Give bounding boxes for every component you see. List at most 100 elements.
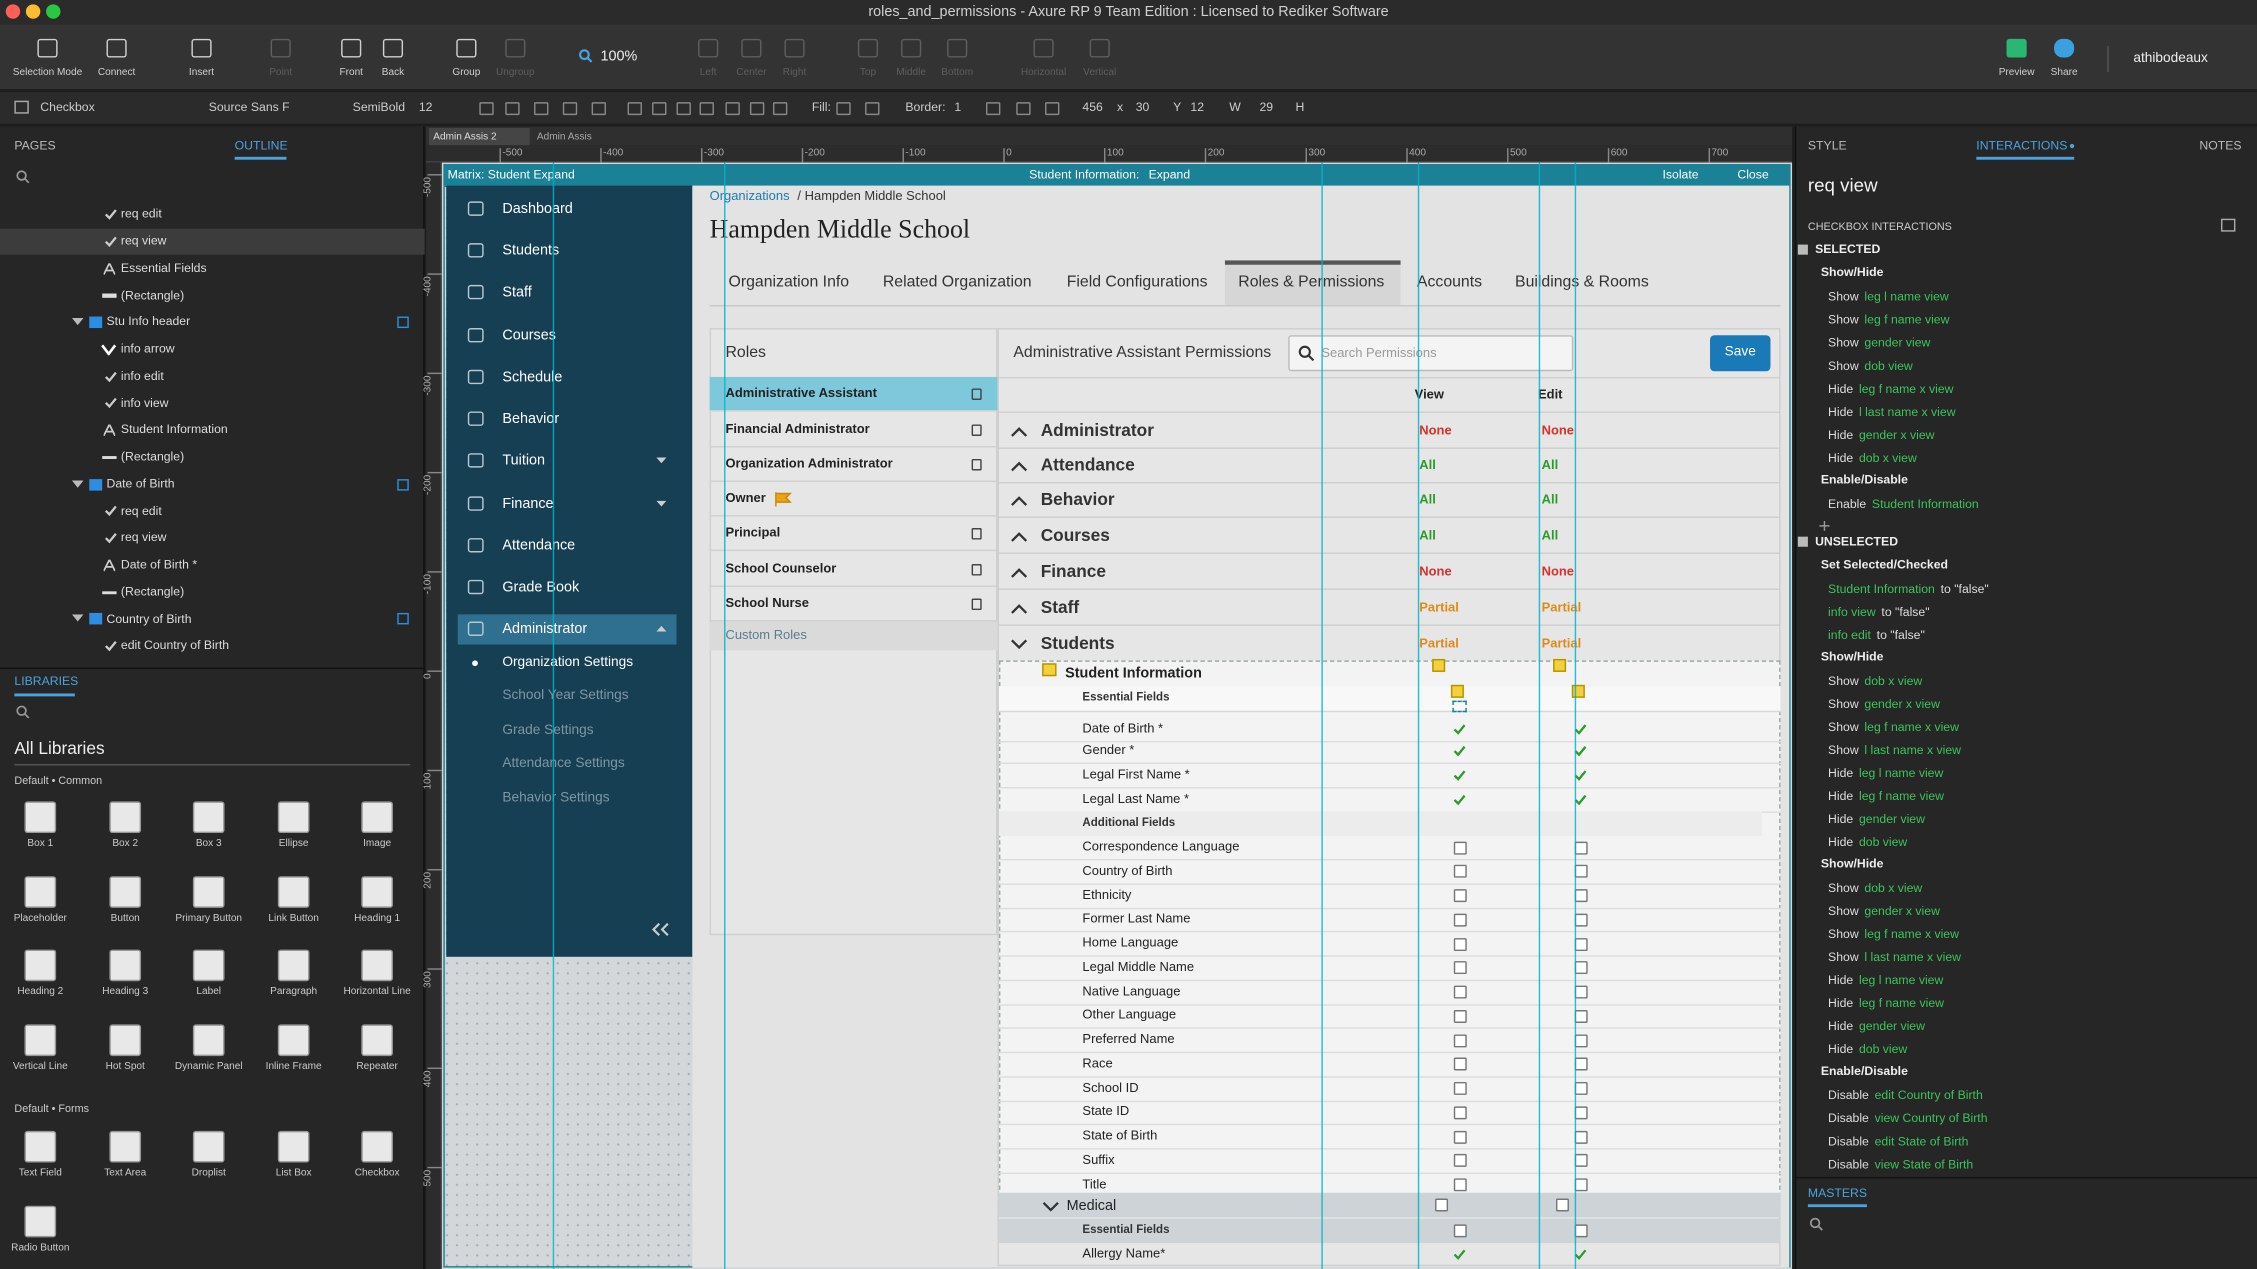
interaction-action[interactable]: Show gender x view [1828,695,1946,712]
widget-item[interactable]: Hot Spot [105,1061,145,1072]
outline-item[interactable]: req view [120,233,167,248]
interaction-action[interactable]: Show l last name x view [1828,948,1967,965]
interaction-action[interactable]: Hide gender view [1828,1017,1931,1034]
outline-item[interactable]: info edit [120,368,164,383]
widget-item[interactable]: Checkbox [354,1168,400,1179]
action-title[interactable]: Show/Hide [1820,649,1884,664]
page-tab[interactable]: Admin Assis [536,132,592,143]
widget-item[interactable]: Placeholder [13,913,67,924]
role-item[interactable]: School Nurse [725,595,809,611]
outline-item[interactable]: req view [120,530,167,545]
interaction-action[interactable]: Show leg l name view [1828,288,1954,305]
nav-item[interactable]: Attendance [502,537,576,554]
widget-item[interactable]: Horizontal Line [343,987,411,998]
interaction-action[interactable]: Show l last name x view [1828,741,1967,758]
widget-item[interactable]: Image [363,839,392,850]
format-field[interactable]: SemiBold [352,99,406,115]
widget-item[interactable]: Ellipse [278,839,309,850]
format-field[interactable]: 30 [1135,99,1150,115]
widget-item[interactable]: Box 3 [195,839,222,850]
module-name[interactable]: Finance [1040,561,1106,582]
breadcrumb-link[interactable]: Organizations [709,187,790,203]
nav-item[interactable]: Tuition [502,452,546,469]
custom-roles[interactable]: Custom Roles [725,627,807,642]
module-name[interactable]: Students [1040,633,1115,654]
interaction-action[interactable]: Show leg f name x view [1828,925,1965,942]
interaction-action[interactable]: Hide leg l name view [1828,971,1949,988]
outline-item[interactable]: info view [120,395,169,410]
widget-item[interactable]: Vertical Line [12,1061,68,1072]
interaction-action[interactable]: Show gender x view [1828,902,1946,919]
nav-item[interactable]: Courses [502,327,556,344]
widget-item[interactable]: Box 2 [112,839,139,850]
widget-item[interactable]: Paragraph [270,987,318,998]
format-field[interactable]: Fill: [811,99,831,115]
interaction-action[interactable]: Hide dob x view [1828,449,1923,466]
outline-item[interactable]: Date of Birth * [120,557,198,572]
outline-item[interactable]: edit Country of Birth [120,638,230,653]
content-tab[interactable]: Related Organization [882,273,1032,292]
nav-item[interactable]: Administrator [502,620,588,637]
interaction-action[interactable]: Disable edit Country of Birth [1828,1086,1988,1103]
nav-item[interactable]: Schedule [502,369,563,385]
nav-item[interactable]: Behavior [502,410,560,427]
outline-item[interactable]: Country of Birth [106,611,192,626]
role-item[interactable]: Organization Administrator [725,456,893,471]
interaction-action[interactable]: Hide gender view [1828,810,1931,827]
toolbar-button[interactable]: Insert [188,68,215,79]
interaction-action[interactable]: Hide leg f name x view [1828,380,1959,397]
format-field[interactable]: 12 [418,99,433,115]
outline-item[interactable]: (Rectangle) [120,584,185,599]
toolbar-button[interactable]: Connect [97,68,136,79]
format-field[interactable]: Source Sans F [208,99,290,115]
widget-item[interactable]: Droplist [191,1168,226,1179]
widget-item[interactable]: Text Field [18,1168,62,1179]
nav-item[interactable]: Grade Book [502,579,580,595]
widget-item[interactable]: Radio Button [11,1243,70,1254]
panel-tab[interactable]: OUTLINE [234,138,288,153]
action-title[interactable]: Show/Hide [1820,856,1884,872]
zoom-level[interactable]: 100% [600,48,638,65]
toolbar-button[interactable]: Share [2050,68,2078,79]
panel-tab[interactable]: INTERACTIONS [1976,138,2068,153]
library-selector[interactable]: All Libraries [14,738,105,759]
content-tab[interactable]: Buildings & Rooms [1515,273,1649,292]
module-name[interactable]: Administrator [1040,420,1154,441]
content-tab[interactable]: Organization Info [728,273,850,292]
content-tab[interactable]: Accounts [1416,273,1483,292]
interaction-action[interactable]: Show gender view [1828,334,1936,351]
outline-item[interactable]: Essential Fields [120,260,207,275]
interaction-action[interactable]: Hide leg l name view [1828,764,1949,781]
save-label[interactable]: Save [1724,344,1756,361]
subnav-item[interactable]: Behavior Settings [502,789,610,806]
widget-item[interactable]: Heading 2 [17,987,64,998]
panel-tab[interactable]: NOTES [2199,138,2242,153]
outline-item[interactable]: info arrow [120,341,175,356]
format-field[interactable]: x [1116,99,1124,115]
interaction-action[interactable]: Disable view State of Birth [1828,1155,1979,1172]
interaction-action[interactable]: Hide leg f name view [1828,994,1950,1011]
widget-item[interactable]: Button [110,913,140,924]
interaction-action[interactable]: Enable Student Information [1828,495,1984,512]
toolbar-button[interactable]: Group [452,68,481,79]
interaction-action[interactable]: Show dob x view [1828,879,1928,896]
interaction-action[interactable]: Hide leg f name view [1828,787,1950,804]
state-select[interactable]: Expand [1148,166,1191,182]
outline-item[interactable]: (Rectangle) [120,287,185,302]
format-field[interactable]: Border: [905,99,946,115]
widget-item[interactable]: Dynamic Panel [174,1061,243,1072]
module-name[interactable]: Behavior [1040,489,1115,510]
widget-item[interactable]: Box 1 [27,839,54,850]
subnav-item[interactable]: Grade Settings [502,721,594,738]
case-title[interactable]: SELECTED [1815,242,1881,257]
interaction-action[interactable]: Hide dob view [1828,1040,1913,1057]
widget-item[interactable]: Heading 1 [354,913,401,924]
panel-tab[interactable]: PAGES [14,138,56,153]
interaction-action[interactable]: Show dob x view [1828,672,1928,689]
case-title[interactable]: UNSELECTED [1815,534,1899,549]
widget-item[interactable]: Heading 3 [102,987,149,998]
panel-tab[interactable]: MASTERS [1807,1185,1868,1200]
group-title[interactable]: Medical [1066,1198,1117,1215]
panel-tab[interactable]: LIBRARIES [14,674,79,689]
widget-item[interactable]: Text Area [104,1168,147,1179]
